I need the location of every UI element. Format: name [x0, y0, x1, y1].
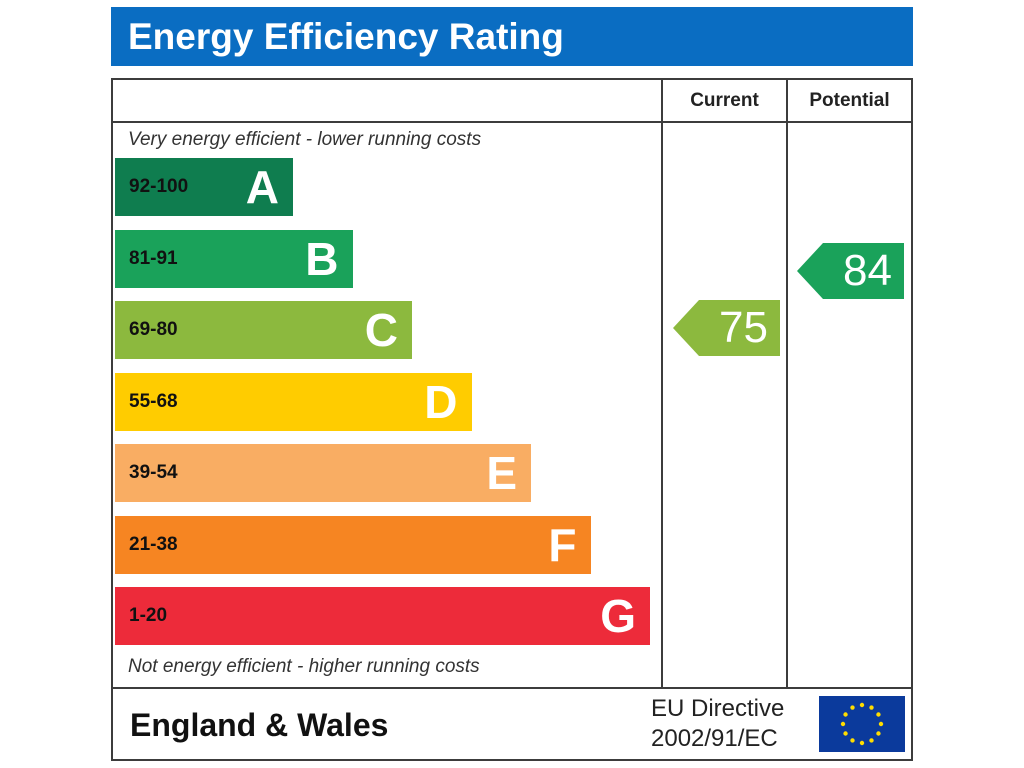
- band-letter: G: [600, 590, 636, 642]
- header-divider: [111, 121, 913, 123]
- band-e: 39-54 E: [115, 444, 531, 502]
- eu-star: [878, 721, 884, 727]
- top-note: Very energy efficient - lower running co…: [128, 129, 482, 150]
- band-letter: F: [548, 518, 577, 571]
- current-rating-arrow: 75: [673, 300, 780, 356]
- directive-line-2: 2002/91/EC: [651, 725, 778, 752]
- band-letter: D: [424, 375, 458, 428]
- band-letter: C: [364, 304, 398, 356]
- directive-line-1: EU Directive: [651, 695, 785, 722]
- band-c: 69-80 C: [115, 301, 412, 359]
- current-column-divider: [661, 78, 663, 689]
- band-g: 1-20 G: [115, 587, 650, 645]
- bottom-note: Not energy efficient - higher running co…: [128, 656, 480, 677]
- current-column-header: Current: [690, 90, 759, 111]
- eu-star: [850, 738, 855, 743]
- band-a: 92-100 A: [115, 158, 293, 216]
- chart-title: Energy Efficiency Rating: [111, 7, 913, 66]
- eu-stars-icon: [840, 702, 884, 746]
- eu-star: [876, 712, 881, 717]
- eu-star: [859, 702, 865, 708]
- band-letter: B: [305, 232, 339, 285]
- eu-flag-icon: [819, 696, 905, 752]
- eu-star: [840, 721, 846, 727]
- band-b: 81-91 B: [115, 229, 353, 288]
- rating-table-frame: [111, 78, 913, 761]
- footer-divider: [111, 687, 913, 689]
- eu-star: [843, 731, 848, 736]
- eu-star: [859, 740, 865, 746]
- eu-star: [850, 705, 855, 710]
- eu-star: [869, 738, 874, 743]
- eu-star: [869, 705, 874, 710]
- band-letter: E: [486, 447, 517, 499]
- band-d: 55-68 D: [115, 372, 472, 431]
- band-range: 69-80: [129, 319, 178, 340]
- band-range: 92-100: [129, 176, 189, 197]
- potential-column-header: Potential: [809, 90, 890, 111]
- band-range: 1-20: [129, 605, 168, 626]
- eu-star: [843, 712, 848, 717]
- eu-directive: EU Directive 2002/91/EC: [651, 694, 784, 754]
- band-range: 55-68: [129, 390, 178, 412]
- band-range: 21-38: [129, 533, 178, 555]
- band-range: 39-54: [129, 462, 178, 483]
- potential-column-divider: [786, 78, 788, 689]
- band-range: 81-91: [129, 247, 178, 269]
- band-f: 21-38 F: [115, 515, 591, 574]
- potential-rating-arrow: 84: [797, 243, 904, 299]
- eu-star: [876, 731, 881, 736]
- country-label: England & Wales: [130, 707, 389, 743]
- band-letter: A: [245, 161, 279, 213]
